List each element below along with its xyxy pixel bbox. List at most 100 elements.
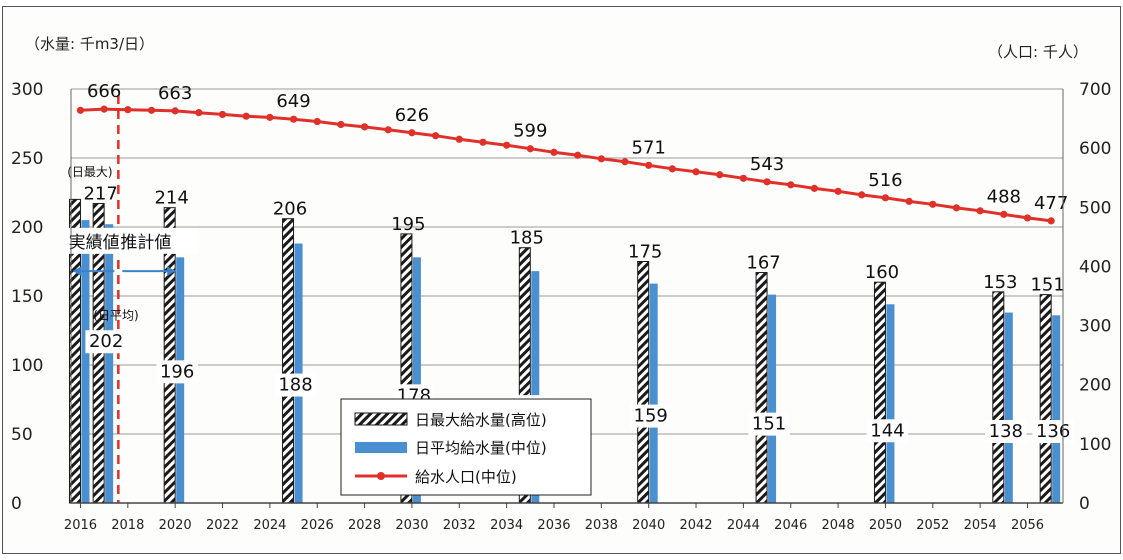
x-tick-label: 2026 <box>301 518 334 533</box>
x-tick-label: 2018 <box>111 518 144 533</box>
population-point <box>337 120 345 129</box>
population-point <box>810 184 819 192</box>
legend-label-pop: 給水人口(中位) <box>415 468 517 486</box>
population-point <box>289 115 298 123</box>
x-tick-label: 2032 <box>443 518 476 533</box>
population-point <box>503 141 511 149</box>
max-supply-bar <box>873 281 886 504</box>
right-axis-unit: （人口: 千人） <box>988 43 1088 61</box>
avg-supply-bar <box>1052 315 1061 503</box>
population-point <box>242 112 250 120</box>
max-supply-bar <box>282 218 295 504</box>
right-tick-label: 300 <box>1079 317 1111 337</box>
population-point <box>1047 217 1055 225</box>
x-tick-label: 2016 <box>64 518 97 533</box>
legend-swatch-max <box>354 412 408 426</box>
avg-value-label: 188 <box>278 375 312 396</box>
population-value-label: 571 <box>632 137 666 158</box>
population-point <box>76 106 85 114</box>
x-tick-label: 2028 <box>348 518 381 533</box>
max-value-label: 175 <box>628 242 662 263</box>
population-point <box>218 110 227 119</box>
avg-value-label-bg <box>85 330 127 354</box>
population-point <box>858 191 866 199</box>
avg-value-label-bg <box>1032 420 1074 443</box>
population-point <box>360 123 369 131</box>
water-supply-chart: 217 214 206 195 185 175 167 160 153 151 202 196 188 1… <box>11 35 1111 533</box>
x-tick-label: 2056 <box>1011 518 1044 533</box>
population-point <box>739 174 747 182</box>
population-value-label: 599 <box>513 121 547 142</box>
max-value-label: 153 <box>983 272 1017 293</box>
avg-value-label: 144 <box>870 420 904 441</box>
left-axis-unit: （水量: 千m3/日） <box>25 35 154 53</box>
left-tick-label: 0 <box>11 494 22 514</box>
population-point <box>455 135 463 143</box>
chart-frame: 217 214 206 195 185 175 167 160 153 151 202 196 188 1… <box>2 6 1121 554</box>
population-point <box>1000 210 1008 218</box>
population-line <box>80 107 1052 223</box>
left-tick-label: 300 <box>11 80 43 100</box>
avg-supply-bar <box>294 243 303 503</box>
left-tick-label: 200 <box>11 218 43 238</box>
legend-label-avg: 日平均給水量(中位) <box>415 439 547 457</box>
avg-value-label: 138 <box>989 421 1023 442</box>
x-tick-label: 2042 <box>679 518 712 533</box>
x-tick-label: 2034 <box>490 518 523 533</box>
population-point <box>1023 214 1032 222</box>
max-supply-bar <box>637 261 650 504</box>
max-value-label: 160 <box>865 262 899 283</box>
population-point <box>147 106 156 114</box>
max-value-label: 151 <box>1030 275 1064 296</box>
population-point <box>787 181 795 189</box>
population-value-label: 516 <box>868 170 902 191</box>
avg-value-label-bg <box>748 412 790 436</box>
population-point <box>692 168 700 176</box>
avg-value-label: 151 <box>752 414 786 435</box>
avg-supply-bar <box>886 304 895 503</box>
avg-value-label-bg <box>156 360 198 384</box>
population-value-label: 666 <box>87 81 121 102</box>
population-value-label: 626 <box>395 105 429 126</box>
population-point <box>195 109 203 117</box>
max-value-label: 217 <box>83 184 117 205</box>
avg-supply-bar <box>1004 312 1013 503</box>
population-value-label: 477 <box>1034 193 1068 214</box>
population-point <box>384 126 392 134</box>
actual-label: 実績値 <box>69 233 120 253</box>
population-value-label: 543 <box>750 154 784 175</box>
avg-annotation: (日平均) <box>93 308 138 322</box>
population-point <box>550 148 558 156</box>
population-point <box>952 204 961 212</box>
x-tick-label: 2050 <box>869 518 902 533</box>
right-tick-label: 700 <box>1079 80 1111 100</box>
avg-supply-bar <box>531 271 540 503</box>
avg-supply-bar <box>81 220 90 503</box>
population-value-label: 488 <box>987 186 1021 207</box>
avg-supply-bar <box>105 224 114 504</box>
left-tick-label: 50 <box>11 425 33 445</box>
right-tick-label: 600 <box>1079 139 1111 159</box>
max-supply-bar <box>755 272 768 504</box>
right-tick-label: 400 <box>1079 257 1111 277</box>
population-point <box>313 117 321 126</box>
population-point <box>929 200 937 208</box>
estimate-arrow-head <box>167 266 176 277</box>
avg-supply-bar <box>412 257 421 503</box>
population-point <box>621 158 629 166</box>
population-point <box>124 106 132 114</box>
avg-value-label-bg <box>985 420 1027 443</box>
right-tick-label: 0 <box>1079 494 1090 514</box>
population-point <box>881 194 890 202</box>
population-value-label: 663 <box>158 83 192 104</box>
population-point <box>597 155 605 163</box>
x-tick-label: 2052 <box>916 518 949 533</box>
population-point <box>834 187 842 195</box>
avg-value-label-bg <box>866 419 909 443</box>
legend-swatch-pop-dot <box>377 472 385 480</box>
x-tick-label: 2030 <box>395 518 428 533</box>
population-point <box>432 132 440 140</box>
avg-value-label: 196 <box>160 361 194 382</box>
max-supply-bar <box>992 291 1005 504</box>
population-point <box>763 178 771 186</box>
